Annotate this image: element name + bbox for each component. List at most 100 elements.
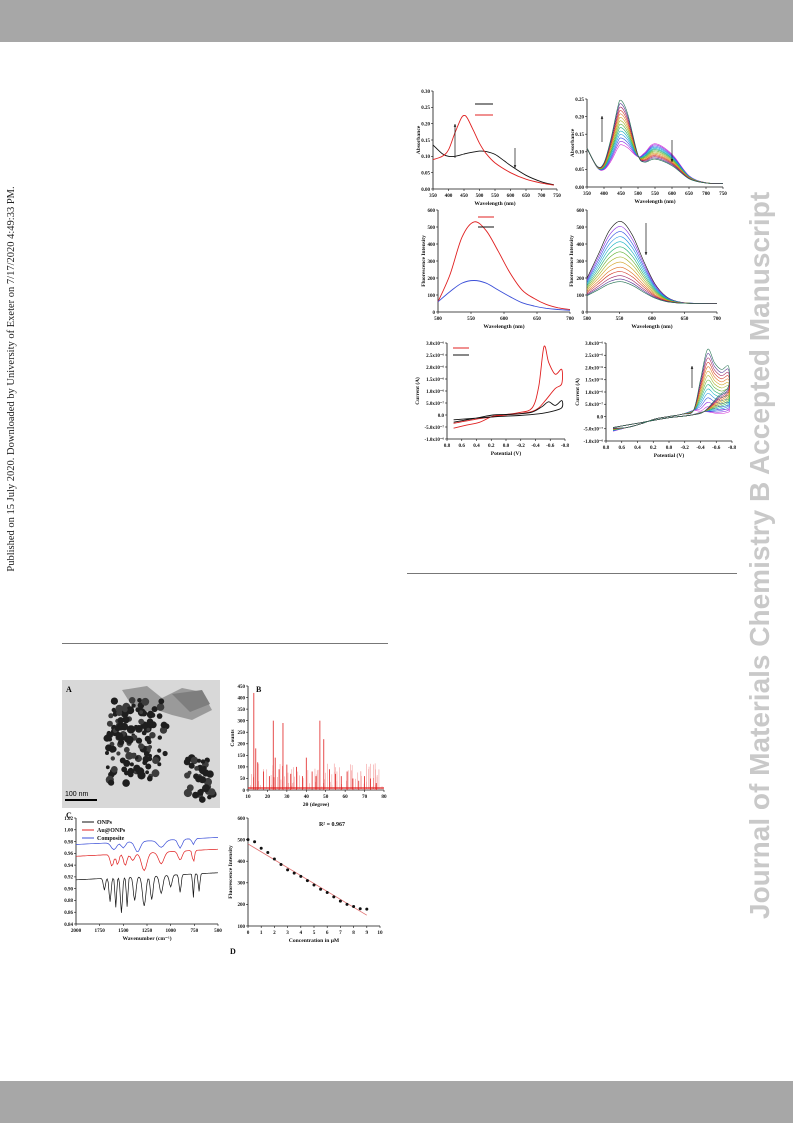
tem-particle xyxy=(119,757,126,764)
journal-watermark: Journal of Materials Chemistry B Accepte… xyxy=(744,191,775,919)
d-x-tick-label: 600 xyxy=(648,316,656,322)
b-x-axis-label: Wavelength (nm) xyxy=(634,198,675,205)
d-y-tick-label: 400 xyxy=(577,243,585,248)
C-y-tick-label: 0.96 xyxy=(64,852,73,857)
D-y-tick-label: 600 xyxy=(238,817,246,822)
B-y-axis-label: Counts xyxy=(230,729,236,747)
f-y-tick-label: 2.5x10⁻⁶ xyxy=(585,353,603,359)
tem-particle xyxy=(110,745,117,753)
B-y-tick-label: 0 xyxy=(243,789,246,794)
b-arrow-down-head xyxy=(670,159,674,162)
B-y-tick-label: 350 xyxy=(238,708,246,713)
a-x-tick-label: 550 xyxy=(491,193,499,199)
tem-particle xyxy=(197,758,201,763)
tem-particle xyxy=(157,735,162,740)
f-y-tick-label: 1.5x10⁻⁶ xyxy=(585,378,603,384)
b-y-tick-label: 0.20 xyxy=(575,115,584,120)
tem-particle xyxy=(135,737,143,744)
tem-particle xyxy=(138,718,145,725)
e-x-tick-label: -0.2 xyxy=(517,443,526,449)
C-y-tick-label: 1.02 xyxy=(64,817,73,822)
c-x-tick-label: 500 xyxy=(434,316,442,322)
tem-particles xyxy=(103,686,217,803)
f-x-tick-label: 0.2 xyxy=(650,445,657,451)
D-x-tick-label: 3 xyxy=(286,930,289,936)
B-x-tick-label: 20 xyxy=(265,794,271,800)
b-series-line-8 xyxy=(586,116,724,184)
tem-particle xyxy=(202,784,210,793)
D-data-point xyxy=(312,883,316,887)
tem-image-panel: A 100 nm xyxy=(62,680,220,808)
e-y-axis-label: Current (A) xyxy=(414,377,421,405)
a-y-tick-label: 0.25 xyxy=(421,106,430,111)
C-x-tick-label: 1000 xyxy=(165,928,176,934)
tem-particle xyxy=(147,775,153,782)
D-x-tick-label: 7 xyxy=(339,930,342,936)
panel-label-C: C xyxy=(66,811,72,820)
d-y-tick-label: 200 xyxy=(577,277,585,282)
tem-particle xyxy=(116,710,123,716)
e-x-tick-label: 0.4 xyxy=(473,443,480,449)
a-x-tick-label: 750 xyxy=(553,193,561,199)
tem-particle xyxy=(146,727,151,732)
b-y-tick-label: 0.00 xyxy=(575,186,584,191)
tem-particle xyxy=(122,779,130,787)
fluorescence-spectra-panel: 500 550 600 650 7000100200300400500600Wavele… xyxy=(421,209,574,330)
d-y-tick-label: 600 xyxy=(577,209,585,214)
D-x-tick-label: 5 xyxy=(313,930,316,936)
D-data-point xyxy=(253,840,257,844)
b-x-tick-label: 400 xyxy=(600,191,608,197)
C-series-composite xyxy=(75,837,219,852)
tem-particle xyxy=(152,757,160,764)
D-y-tick-label: 400 xyxy=(238,860,246,865)
tem-particle xyxy=(105,765,110,770)
B-y-tick-label: 50 xyxy=(240,777,246,782)
D-data-point xyxy=(259,846,263,850)
tem-particle xyxy=(130,752,137,759)
B-x-tick-label: 70 xyxy=(362,794,368,800)
tem-particle xyxy=(138,743,145,750)
b-x-tick-label: 450 xyxy=(617,191,625,197)
f-series-line-13 xyxy=(612,348,730,429)
b-y-tick-label: 0.05 xyxy=(575,168,584,173)
tem-particle xyxy=(105,751,109,755)
tem-particle xyxy=(131,703,136,708)
tem-particle xyxy=(146,739,152,745)
calibration-plot-panel: 0 1 2 3 4 5 6 7 8 9 10 100 200 300 400 500 600 Concentrat… xyxy=(228,817,383,956)
D-data-point xyxy=(279,862,283,866)
panel-label-D: D xyxy=(230,947,236,956)
f-x-tick-label: 0.4 xyxy=(634,445,641,451)
tem-particle xyxy=(145,763,152,770)
a-y-axis-label: Absorbance xyxy=(416,125,422,154)
cyclic-voltammetry-panel: 0.8 0.6 0.4 0.2 0.0 -0.2 -0.4 -0.6 -0.8 -1.0x10⁻⁶… xyxy=(414,341,570,457)
d-x-tick-label: 700 xyxy=(713,316,721,322)
D-x-tick-label: 0 xyxy=(247,930,250,936)
D-x-tick-label: 1 xyxy=(260,930,263,936)
top-header-bar xyxy=(0,0,793,42)
f-y-tick-label: -1.0x10⁻⁶ xyxy=(583,439,603,445)
a-x-tick-label: 400 xyxy=(445,193,453,199)
c-y-tick-label: 100 xyxy=(428,294,436,299)
a-x-tick-label: 500 xyxy=(476,193,484,199)
tem-sheet xyxy=(172,690,210,712)
tem-particle xyxy=(141,697,150,706)
tem-particle xyxy=(115,732,124,741)
D-data-point xyxy=(286,868,290,872)
C-y-tick-label: 0.90 xyxy=(64,887,73,892)
tem-particle xyxy=(106,720,113,727)
f-arrow-up-head xyxy=(690,366,694,369)
C-legend-label: Composite xyxy=(97,836,125,842)
D-x-tick-label: 4 xyxy=(300,930,303,936)
fluorescence-titration-panel: 500 550 600 650 7000100200300400500600Wavele… xyxy=(569,209,721,330)
f-y-tick-label: 3.0x10⁻⁶ xyxy=(585,341,603,347)
d-series-line-13 xyxy=(586,281,717,304)
f-series-line-4 xyxy=(612,388,730,431)
D-data-point xyxy=(266,851,270,855)
tem-particle xyxy=(114,725,121,732)
D-x-tick-label: 6 xyxy=(326,930,329,936)
D-y-tick-label: 300 xyxy=(238,882,246,887)
tem-particle xyxy=(141,730,147,736)
tem-particle xyxy=(159,726,168,734)
c-y-tick-label: 600 xyxy=(428,209,436,214)
e-x-tick-label: -0.8 xyxy=(561,443,570,449)
